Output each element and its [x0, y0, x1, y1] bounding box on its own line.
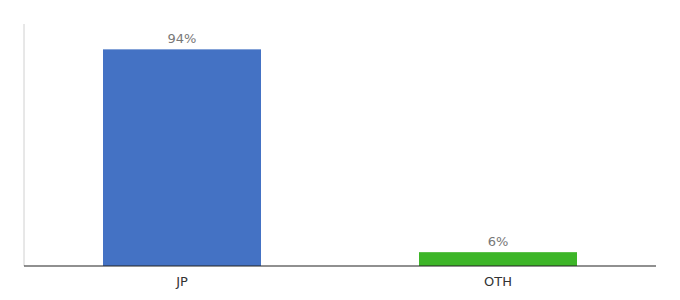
chart-svg: 94% 6% JP OTH — [0, 0, 680, 300]
chart-container: 94% 6% JP OTH — [0, 0, 680, 300]
x-tick-label: OTH — [484, 274, 512, 289]
bar — [103, 49, 261, 266]
data-label: 6% — [488, 234, 509, 249]
bar — [419, 252, 577, 266]
x-tick-label: JP — [175, 274, 188, 289]
x-axis-line — [24, 265, 656, 266]
data-label: 94% — [168, 31, 197, 46]
y-axis-line — [24, 24, 25, 266]
bars — [103, 49, 577, 266]
